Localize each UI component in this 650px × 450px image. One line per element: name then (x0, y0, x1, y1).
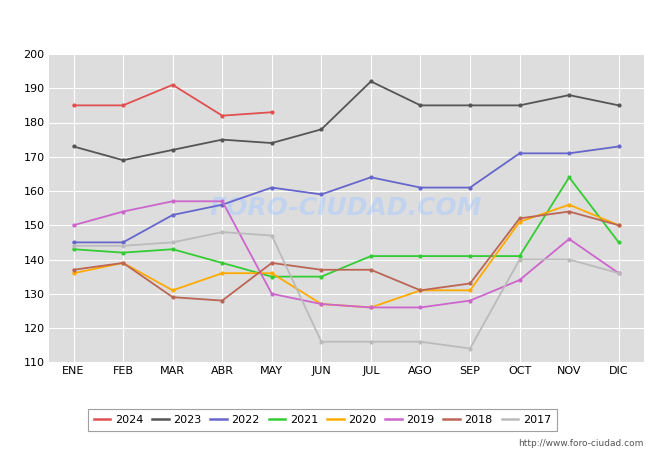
Legend: 2024, 2023, 2022, 2021, 2020, 2019, 2018, 2017: 2024, 2023, 2022, 2021, 2020, 2019, 2018… (88, 410, 556, 431)
Text: http://www.foro-ciudad.com: http://www.foro-ciudad.com (518, 439, 644, 448)
Text: FORO-CIUDAD.COM: FORO-CIUDAD.COM (210, 196, 482, 220)
Text: Afiliados en Relleu a 31/5/2024: Afiliados en Relleu a 31/5/2024 (185, 14, 465, 33)
